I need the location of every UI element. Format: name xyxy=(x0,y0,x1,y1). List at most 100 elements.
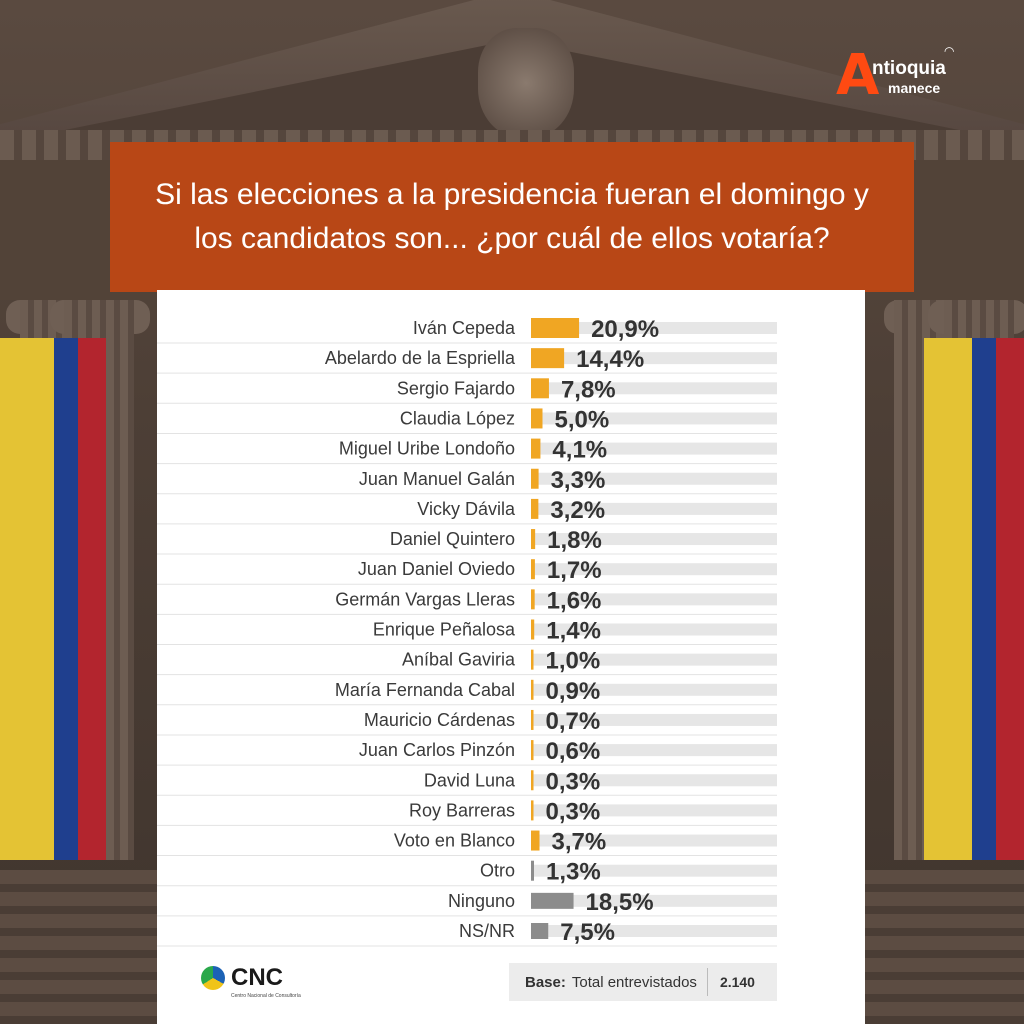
bar-track xyxy=(531,593,777,606)
value-label: 18,5% xyxy=(586,889,654,916)
base-text: Total entrevistados xyxy=(571,973,697,991)
bar xyxy=(531,740,534,761)
value-label: 7,5% xyxy=(560,919,615,946)
base-divider xyxy=(706,968,708,996)
bar-track xyxy=(531,744,777,757)
logo-line2: manece xyxy=(888,80,941,96)
cnc-logo-text: CNC xyxy=(231,964,283,991)
logo-line1: ntioquia xyxy=(872,58,946,79)
bar-track xyxy=(531,683,777,696)
bar xyxy=(531,619,535,640)
bar-track xyxy=(531,774,777,787)
bar xyxy=(531,559,535,580)
bar-track xyxy=(531,713,777,726)
bar-track xyxy=(531,804,777,817)
cnc-logo-subtitle: Centro Nacional de Consultoría xyxy=(231,993,301,999)
bar-track xyxy=(531,472,777,485)
category-label: Mauricio Cárdenas xyxy=(364,710,515,730)
bar-track xyxy=(531,894,777,907)
category-label: Enrique Peñalosa xyxy=(373,620,516,640)
bar xyxy=(531,649,534,670)
bar-track xyxy=(531,925,777,937)
bar xyxy=(531,709,534,730)
bar xyxy=(531,348,565,369)
colombia-flag-left xyxy=(0,338,106,860)
colombia-flag-right xyxy=(924,338,1024,860)
bar xyxy=(531,498,539,519)
value-label: 7,8% xyxy=(561,376,616,403)
bar-track xyxy=(531,382,777,395)
value-label: 0,9% xyxy=(546,678,601,705)
bar xyxy=(531,318,580,338)
bar-track xyxy=(531,623,777,636)
bar-track xyxy=(531,442,777,455)
chart-card: Iván Cepeda 20,9% Abelardo de la Espriella… xyxy=(157,290,865,1024)
value-label: 1,4% xyxy=(546,618,601,645)
bar-track xyxy=(531,322,777,334)
category-label: Juan Manuel Galán xyxy=(359,469,515,489)
value-label: 14,4% xyxy=(576,346,644,373)
value-label: 20,9% xyxy=(591,316,659,343)
question-banner: Si las elecciones a la presidencia fuera… xyxy=(110,142,914,292)
value-label: 1,6% xyxy=(547,587,602,614)
category-label: Juan Daniel Oviedo xyxy=(358,559,515,579)
bar xyxy=(531,800,534,821)
bar-track xyxy=(531,533,777,546)
value-label: 0,3% xyxy=(546,798,601,825)
bar-track xyxy=(531,653,777,666)
poll-bar-chart: Iván Cepeda 20,9% Abelardo de la Espriella… xyxy=(157,316,777,947)
base-label: Base: xyxy=(525,973,566,991)
sample-base-box: Base: Total entrevistados 2.140 xyxy=(509,963,777,1001)
value-label: 3,3% xyxy=(551,467,606,494)
bar-track xyxy=(531,352,777,365)
value-label: 0,3% xyxy=(546,768,601,795)
category-label: Germán Vargas Lleras xyxy=(335,589,515,609)
value-label: 5,0% xyxy=(555,406,610,433)
bar xyxy=(531,679,534,700)
category-label: Abelardo de la Espriella xyxy=(325,348,516,368)
category-label: Claudia López xyxy=(400,408,515,428)
value-label: 1,0% xyxy=(546,648,601,675)
bar-track xyxy=(531,864,777,877)
category-label: Sergio Fajardo xyxy=(397,378,515,398)
bar-track xyxy=(531,412,777,425)
category-label: NS/NR xyxy=(459,921,515,941)
category-label: Miguel Uribe Londoño xyxy=(339,439,515,459)
bar xyxy=(531,468,539,489)
category-label: Vicky Dávila xyxy=(417,499,516,519)
value-label: 0,7% xyxy=(546,708,601,735)
bar xyxy=(531,408,543,429)
category-label: David Luna xyxy=(424,770,516,790)
category-label: Ninguno xyxy=(448,891,515,911)
bar xyxy=(531,589,535,610)
broadcast-icon: ◠ xyxy=(944,44,955,58)
category-label: Iván Cepeda xyxy=(413,318,516,338)
antioquia-amanece-logo: A ntioquia manece ◠ xyxy=(836,43,986,108)
category-label: Voto en Blanco xyxy=(394,831,515,851)
question-title: Si las elecciones a la presidencia fuera… xyxy=(155,178,869,255)
category-label: Otro xyxy=(480,861,515,881)
value-label: 1,3% xyxy=(546,859,601,886)
category-label: Aníbal Gaviria xyxy=(402,650,516,670)
value-label: 1,8% xyxy=(547,527,602,554)
category-label: María Fernanda Cabal xyxy=(335,680,515,700)
cnc-logo-mark xyxy=(201,966,225,990)
bar-track xyxy=(531,834,777,847)
bar xyxy=(531,860,534,881)
base-value: 2.140 xyxy=(719,974,755,990)
bar xyxy=(531,892,574,909)
coat-of-arms-relief xyxy=(478,28,574,138)
category-label: Roy Barreras xyxy=(409,800,515,820)
value-label: 4,1% xyxy=(552,437,607,464)
bar xyxy=(531,923,549,939)
bar xyxy=(531,770,534,791)
category-label: Daniel Quintero xyxy=(390,529,515,549)
bar-track xyxy=(531,502,777,515)
bar xyxy=(531,529,536,550)
bar xyxy=(531,378,549,399)
bar-track xyxy=(531,563,777,576)
bar xyxy=(531,438,541,459)
bar xyxy=(531,830,540,851)
logo-letter: A xyxy=(836,43,880,108)
value-label: 1,7% xyxy=(547,557,602,584)
